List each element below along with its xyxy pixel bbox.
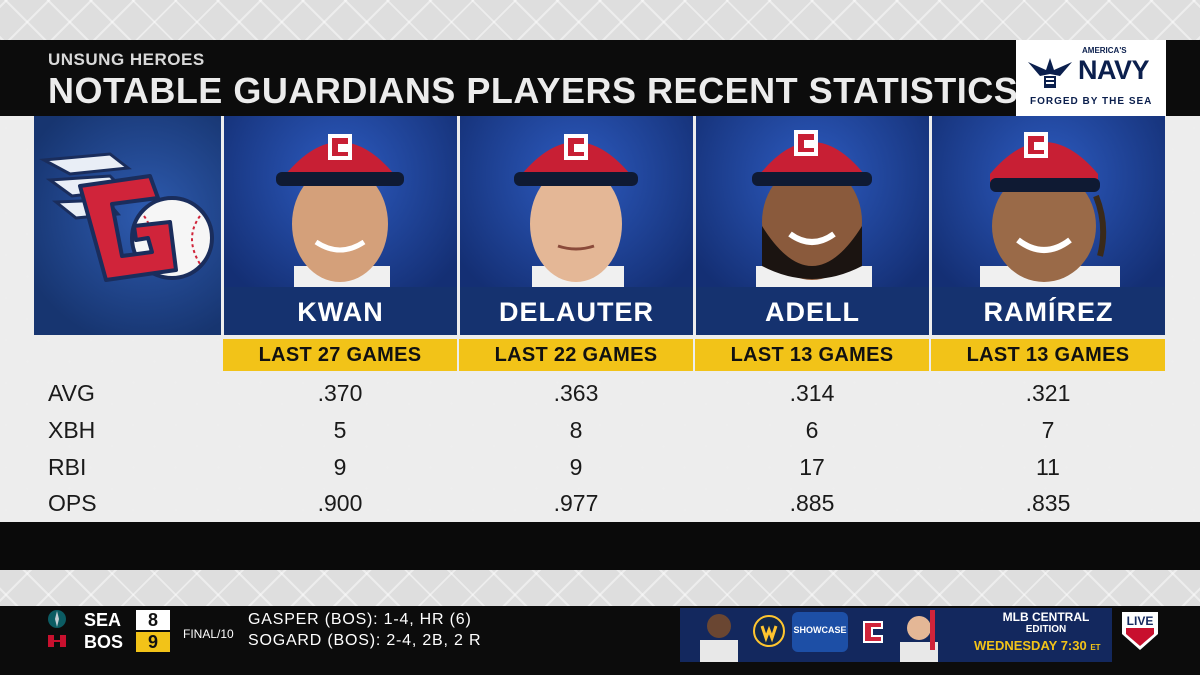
- stat-cell-ops: .900: [317, 490, 363, 516]
- home-team-score: 9: [136, 632, 170, 652]
- stat-cell-ops: .835: [1025, 490, 1071, 516]
- stat-label-ops: OPS: [48, 490, 97, 516]
- sponsor-name: NAVY: [1078, 55, 1150, 85]
- subtitle: UNSUNG HEROES: [48, 50, 205, 69]
- player-name: KWAN: [224, 287, 457, 335]
- eagle-icon: [1028, 58, 1072, 88]
- games-span-label: LAST 27 GAMES: [223, 339, 457, 371]
- showcase-label: SHOWCASE: [793, 625, 847, 635]
- player-photo: [224, 116, 457, 287]
- player-name: DELAUTER: [460, 287, 693, 335]
- player-photo-icon: [700, 614, 738, 662]
- stat-cell-rbi: 9: [333, 454, 347, 480]
- player-name: ADELL: [696, 287, 929, 335]
- promo-banner: SHOWCASE MLB CENTRAL EDITION WEDNESDAY 7…: [680, 608, 1112, 662]
- player-photo: [932, 116, 1165, 287]
- ticker-note-1: GASPER (BOS): 1-4, HR (6): [248, 611, 472, 628]
- ticker-note-2: SOGARD (BOS): 2-4, 2B, 2 R: [248, 632, 482, 649]
- promo-timezone: ET: [1090, 643, 1101, 652]
- live-badge: LIVE: [1118, 608, 1162, 652]
- promo-brand: MLB CENTRAL: [1002, 610, 1090, 624]
- player-name: RAMÍREZ: [932, 287, 1165, 335]
- player-photo: [696, 116, 929, 287]
- stat-cell-avg: .314: [789, 380, 835, 406]
- stat-label-xbh: XBH: [48, 417, 96, 443]
- player-photo: [460, 116, 693, 287]
- player-photo-icon: [900, 610, 938, 662]
- stat-cell-avg: .363: [553, 380, 599, 406]
- sponsor-tagline: FORGED BY THE SEA: [1030, 96, 1153, 107]
- away-team-abbr: SEA: [84, 610, 122, 630]
- stat-cell-xbh: 6: [805, 417, 819, 443]
- navy-sponsor-logo: AMERICA'S NAVY FORGED BY THE SEA: [1016, 40, 1166, 116]
- showcase-badge: SHOWCASE: [792, 612, 848, 652]
- player-card-ramirez: RAMÍREZ: [932, 116, 1165, 335]
- stat-label-avg: AVG: [48, 380, 95, 406]
- live-shield-icon: [1122, 612, 1158, 650]
- promo-time: WEDNESDAY 7:30: [974, 638, 1087, 653]
- stat-cell-rbi: 17: [799, 454, 825, 480]
- guardians-logo-icon: [38, 152, 214, 282]
- away-team-score: 8: [136, 610, 170, 630]
- mariners-logo-icon: [48, 610, 66, 628]
- stat-cell-xbh: 5: [333, 417, 347, 443]
- page-title: NOTABLE GUARDIANS PLAYERS RECENT STATIST…: [48, 70, 1019, 111]
- footer-band: [0, 522, 1200, 570]
- team-logo-box: [34, 116, 221, 335]
- stat-cell-rbi: 11: [1036, 454, 1060, 480]
- stat-cell-ops: .977: [553, 490, 599, 516]
- stat-label-rbi: RBI: [48, 454, 87, 480]
- red-sox-logo-icon: [48, 635, 66, 647]
- player-card-kwan: KWAN: [224, 116, 457, 335]
- stat-cell-ops: .885: [789, 490, 835, 516]
- sponsor-small-text: AMERICA'S: [1082, 46, 1127, 55]
- stat-cell-rbi: 9: [569, 454, 583, 480]
- promo-schedule: WEDNESDAY 7:30 ET: [974, 638, 1101, 653]
- brewers-logo-icon: [753, 615, 785, 647]
- player-card-delauter: DELAUTER: [460, 116, 693, 335]
- stat-cell-xbh: 8: [569, 417, 583, 443]
- promo-edition: EDITION: [1025, 624, 1067, 635]
- game-status: FINAL/10: [183, 627, 234, 641]
- stat-cell-xbh: 7: [1041, 417, 1055, 443]
- stat-cell-avg: .321: [1025, 380, 1071, 406]
- player-card-adell: ADELL: [696, 116, 929, 335]
- home-team-abbr: BOS: [84, 632, 124, 652]
- games-span-label: LAST 13 GAMES: [931, 339, 1165, 371]
- live-label: LIVE: [1126, 614, 1154, 628]
- header-bar: [0, 40, 1200, 116]
- stat-cell-avg: .370: [317, 380, 363, 406]
- guardians-c-logo-icon: [863, 621, 883, 643]
- games-span-label: LAST 22 GAMES: [459, 339, 693, 371]
- games-span-label: LAST 13 GAMES: [695, 339, 929, 371]
